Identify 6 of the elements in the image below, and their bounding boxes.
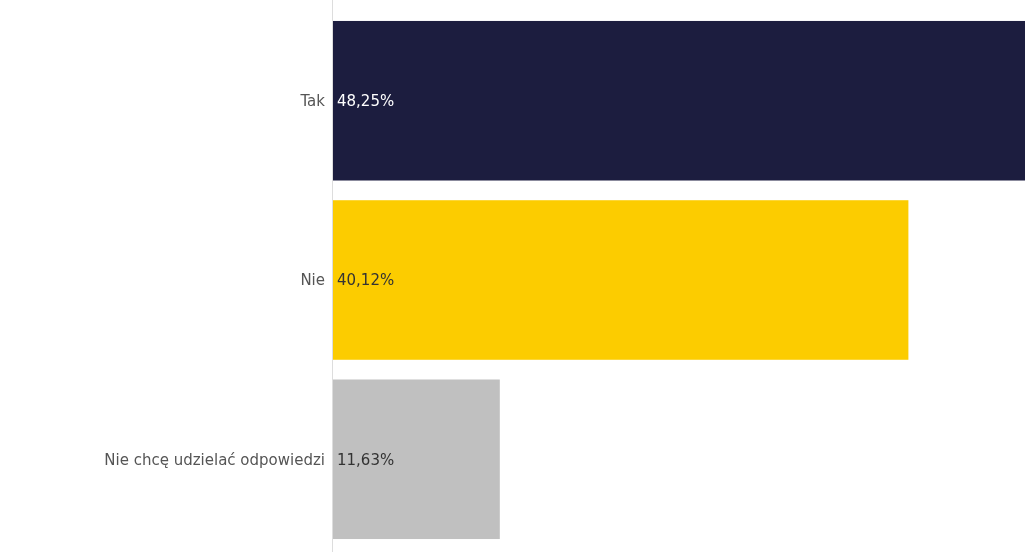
data-label: 48,25% — [337, 91, 395, 110]
data-label: 40,12% — [337, 271, 395, 290]
y-tick-label: Nie chcę udzielać odpowiedzi — [104, 450, 325, 469]
y-tick-label: Tak — [299, 91, 326, 110]
data-label: 11,63% — [337, 450, 395, 469]
y-tick-label: Nie — [300, 271, 325, 290]
